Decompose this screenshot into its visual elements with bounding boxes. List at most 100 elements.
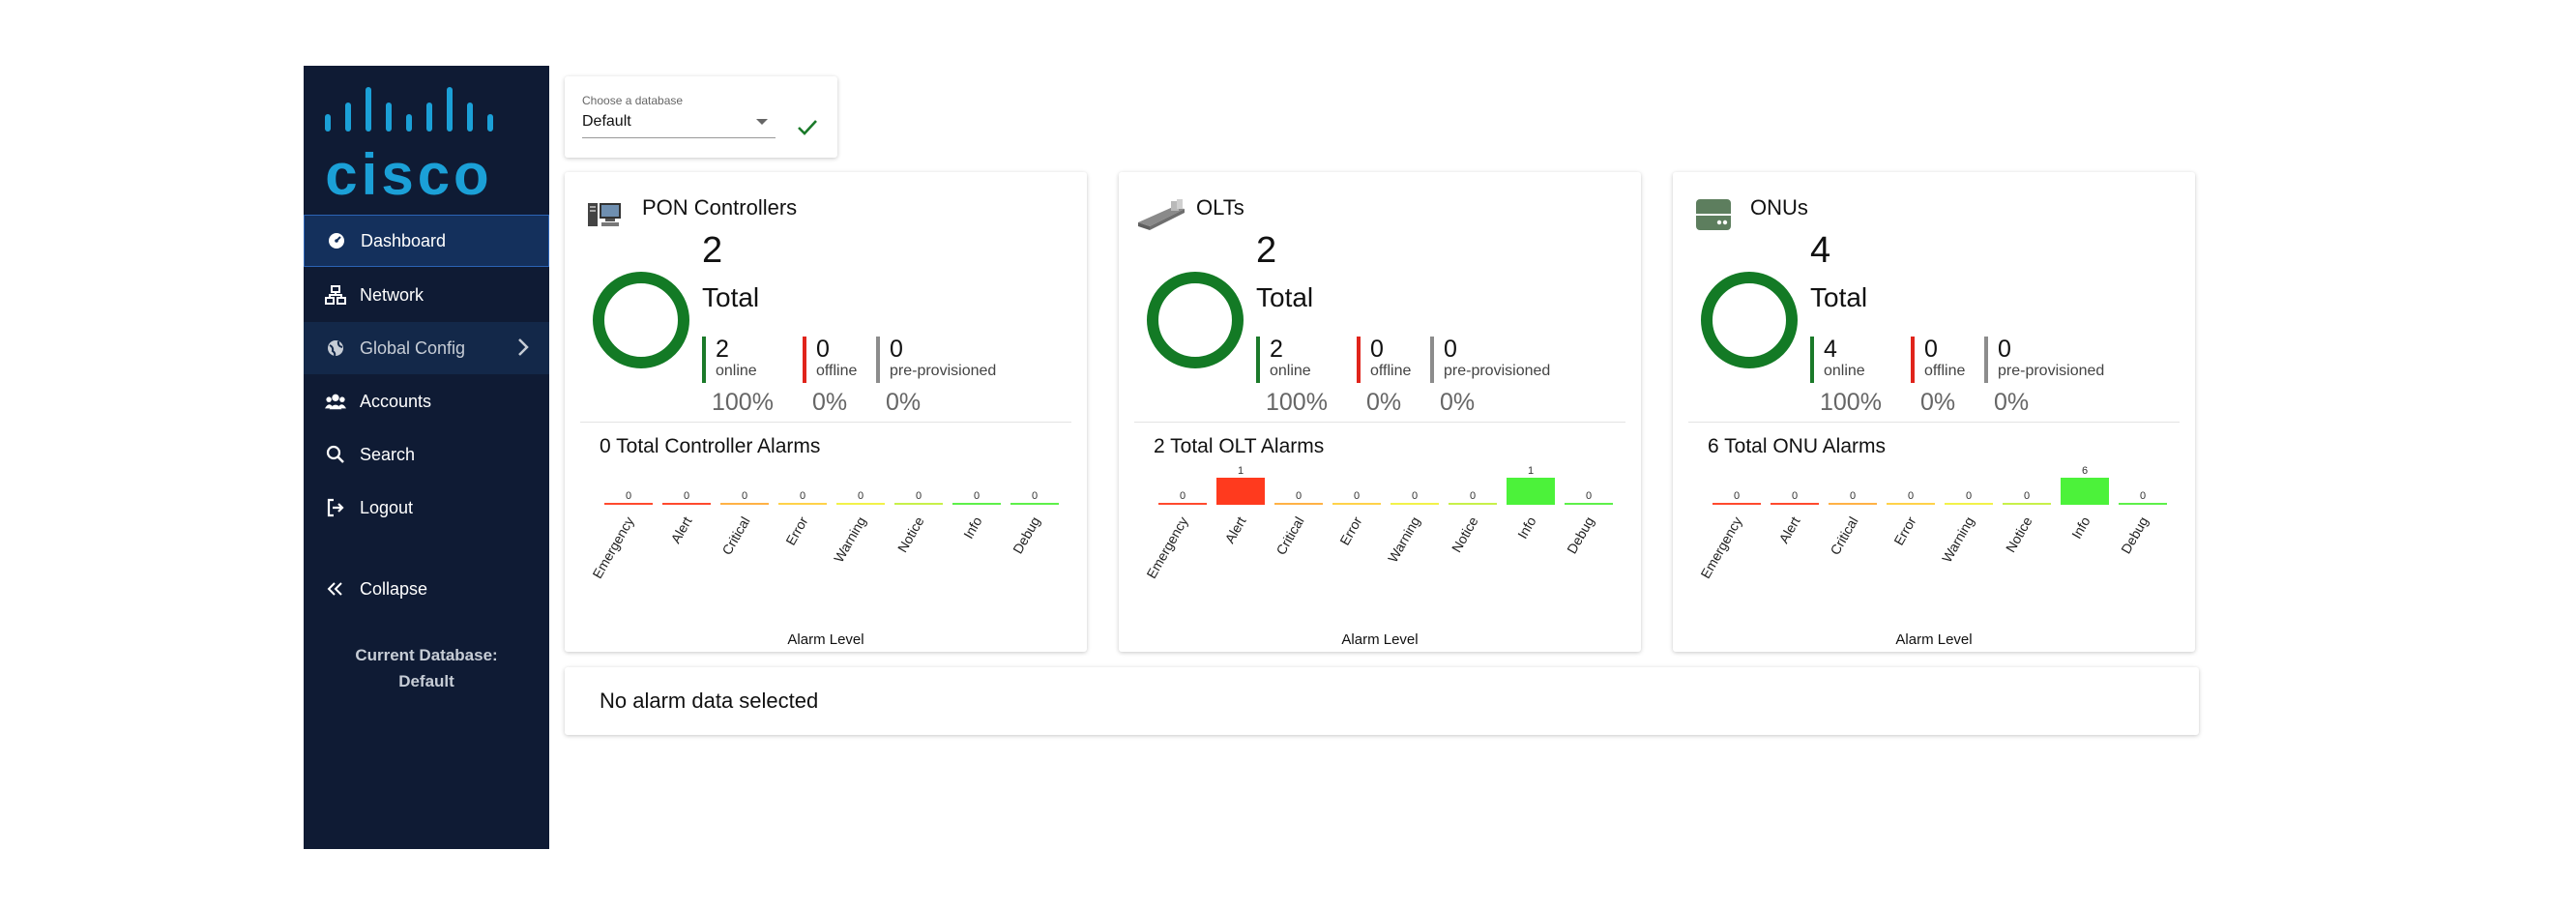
olt-device-icon	[1134, 197, 1188, 232]
bar-critical[interactable]	[720, 503, 769, 505]
preprovisioned-label: pre-provisioned	[1444, 363, 1551, 379]
offline-count: 0	[816, 336, 830, 363]
bar-value-label: 0	[1180, 490, 1186, 502]
bar-notice[interactable]	[894, 503, 943, 505]
bar-critical[interactable]	[1829, 503, 1877, 505]
bar-value-label: 0	[626, 490, 631, 502]
double-chevron-left-icon	[325, 578, 346, 600]
x-tick-label: Error	[782, 513, 811, 547]
bar-warning[interactable]	[1390, 503, 1439, 505]
bar-info[interactable]	[1507, 478, 1555, 505]
database-selector-card: Choose a database Default	[565, 76, 837, 158]
preprovisioned-stat: 0 pre-provisioned	[1984, 337, 2104, 383]
total-count: 4	[1810, 230, 1831, 271]
preprovisioned-percent: 0%	[1994, 389, 2030, 416]
bar-emergency[interactable]	[604, 503, 653, 505]
onu-device-icon	[1694, 197, 1733, 232]
alarm-total-title: 6 Total ONU Alarms	[1708, 435, 1887, 457]
online-label: online	[1270, 363, 1311, 379]
preprovisioned-label: pre-provisioned	[890, 363, 997, 379]
bar-emergency[interactable]	[1158, 503, 1207, 505]
bar-info[interactable]	[952, 503, 1001, 505]
bar-notice[interactable]	[1449, 503, 1497, 505]
database-select[interactable]: Default	[582, 113, 631, 130]
offline-count: 0	[1370, 336, 1384, 363]
sidebar-item-label: Logout	[360, 497, 414, 517]
card-title: PON Controllers	[642, 195, 798, 220]
bar-value-label: 0	[684, 490, 689, 502]
x-tick-label: Notice	[2003, 513, 2035, 555]
preprovisioned-label: pre-provisioned	[1998, 363, 2105, 379]
no-alarm-message: No alarm data selected	[600, 689, 819, 713]
bar-value-label: 0	[800, 490, 805, 502]
bar-error[interactable]	[1332, 503, 1381, 505]
bar-value-label: 0	[1412, 490, 1418, 502]
bar-alert[interactable]	[1771, 503, 1819, 505]
bar-debug[interactable]	[1565, 503, 1613, 505]
network-icon	[325, 284, 346, 306]
preprovisioned-count: 0	[890, 336, 903, 363]
sidebar-item-global-config[interactable]: Global Config	[304, 322, 549, 374]
x-tick-label: Emergency	[1143, 514, 1190, 581]
bar-debug[interactable]	[2119, 503, 2167, 505]
online-count: 2	[1270, 336, 1283, 363]
x-tick-label: Warning	[1385, 514, 1423, 566]
bar-value-label: 1	[1528, 465, 1534, 477]
sidebar-item-logout[interactable]: Logout	[304, 482, 549, 534]
card-title: ONUs	[1750, 195, 1808, 220]
online-percent: 100%	[712, 389, 774, 416]
offline-percent: 0%	[812, 389, 848, 416]
caret-down-icon[interactable]	[756, 119, 768, 125]
alarm-level-bar-chart: 0 Emergency 0 Alert 0 Critical 0 Error 0 Warning 0…	[589, 490, 1059, 648]
offline-label: offline	[1924, 363, 1966, 379]
preprovisioned-count: 0	[1998, 336, 2011, 363]
olts-card: OLTs 2 Total 2 online 0 offline 0 pre-pr…	[1119, 172, 1641, 652]
server-icon	[586, 197, 625, 232]
x-tick-label: Alert	[667, 513, 694, 545]
bar-emergency[interactable]	[1712, 503, 1761, 505]
sidebar-item-search[interactable]: Search	[304, 428, 549, 481]
offline-percent: 0%	[1920, 389, 1956, 416]
bar-value-label: 0	[858, 490, 864, 502]
x-tick-label: Error	[1336, 513, 1365, 547]
x-tick-label: Warning	[1939, 514, 1977, 566]
x-tick-label: Notice	[1449, 513, 1481, 555]
sidebar-item-dashboard[interactable]: Dashboard	[304, 215, 549, 267]
bar-error[interactable]	[778, 503, 827, 505]
x-tick-label: Info	[1514, 513, 1539, 541]
sidebar-item-network[interactable]: Network	[304, 269, 549, 321]
sidebar-item-label: Accounts	[360, 391, 432, 411]
offline-label: offline	[1370, 363, 1412, 379]
bar-error[interactable]	[1887, 503, 1935, 505]
online-stat: 2 online	[1256, 337, 1311, 383]
current-database: Current Database: Default	[304, 642, 549, 694]
x-tick-label: Critical	[1827, 514, 1860, 558]
bar-alert[interactable]	[1216, 478, 1265, 505]
collapse-button[interactable]: Collapse	[304, 563, 549, 615]
sidebar-item-accounts[interactable]: Accounts	[304, 375, 549, 427]
bar-info[interactable]	[2061, 478, 2109, 505]
bar-notice[interactable]	[2003, 503, 2051, 505]
bar-value-label: 0	[1470, 490, 1476, 502]
database-select-underline	[582, 137, 776, 138]
online-percent: 100%	[1266, 389, 1328, 416]
bar-debug[interactable]	[1010, 503, 1059, 505]
preprovisioned-percent: 0%	[1440, 389, 1476, 416]
bar-critical[interactable]	[1274, 503, 1323, 505]
sidebar-item-label: Search	[360, 444, 416, 464]
x-tick-label: Debug	[1564, 514, 1596, 557]
onus-card: ONUs 4 Total 4 online 0 offline 0 pre-pr…	[1673, 172, 2195, 652]
preprovisioned-count: 0	[1444, 336, 1457, 363]
bar-warning[interactable]	[836, 503, 885, 505]
bar-value-label: 0	[1792, 490, 1798, 502]
bar-warning[interactable]	[1945, 503, 1993, 505]
collapse-label: Collapse	[360, 578, 428, 599]
x-axis-label: Alarm Level	[787, 631, 864, 648]
bar-alert[interactable]	[662, 503, 711, 505]
x-tick-label: Critical	[718, 514, 752, 558]
x-tick-label: Info	[960, 513, 985, 541]
confirm-check-button[interactable]	[795, 115, 820, 140]
online-count: 4	[1824, 336, 1837, 363]
bar-value-label: 0	[1032, 490, 1038, 502]
offline-stat: 0 offline	[1357, 337, 1411, 383]
